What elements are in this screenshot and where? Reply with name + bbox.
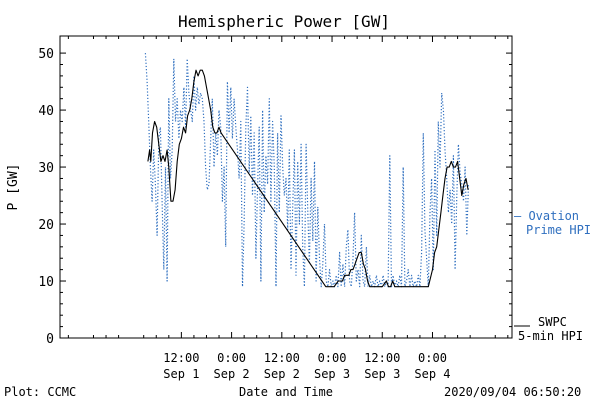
- x-tick-date-label: Sep 3: [314, 367, 350, 381]
- legend-swpc-line1: SWPC: [538, 315, 567, 329]
- y-tick-label: 30: [38, 161, 54, 176]
- legend-ovation-line1: — Ovation: [514, 209, 579, 223]
- chart-title: Hemispheric Power [GW]: [178, 12, 390, 31]
- y-tick-label: 20: [38, 218, 54, 233]
- x-tick-date-label: Sep 2: [264, 367, 300, 381]
- x-tick-date-label: Sep 1: [163, 367, 199, 381]
- x-axis-ticks: 12:00 Sep 1 0:00 Sep 2 12:00 Sep 2 0:00 Sep 3 12…: [67, 36, 509, 381]
- footer-credit: Plot: CCMC: [4, 385, 76, 399]
- x-axis-label: Date and Time: [239, 385, 333, 399]
- y-tick-label: 10: [38, 275, 54, 290]
- y-axis-ticks: 0 10 20 30 40 50: [38, 47, 512, 347]
- y-tick-label: 0: [46, 332, 54, 347]
- x-tick-time-label: 12:00: [264, 351, 300, 365]
- x-tick-date-label: Sep 4: [414, 367, 450, 381]
- footer-timestamp: 2020/09/04 06:50:20: [444, 385, 581, 399]
- legend-ovation-line2: Prime HPI: [526, 223, 591, 237]
- x-tick-time-label: 0:00: [217, 351, 246, 365]
- x-tick-time-label: 12:00: [364, 351, 400, 365]
- x-tick-date-label: Sep 3: [364, 367, 400, 381]
- x-tick-time-label: 12:00: [163, 351, 199, 365]
- legend-swpc-line2: 5-min HPI: [518, 329, 583, 343]
- y-axis-label: P [GW]: [6, 164, 21, 211]
- series-swpc-line: [147, 69, 469, 288]
- x-tick-time-label: 0:00: [418, 351, 447, 365]
- series-layer: [144, 53, 470, 288]
- x-tick-time-label: 0:00: [318, 351, 347, 365]
- plot-frame: [59, 35, 513, 339]
- y-tick-label: 40: [38, 104, 54, 119]
- x-tick-date-label: Sep 2: [214, 367, 250, 381]
- series-ovation-prime-line: [144, 53, 470, 288]
- y-tick-label: 50: [38, 47, 54, 62]
